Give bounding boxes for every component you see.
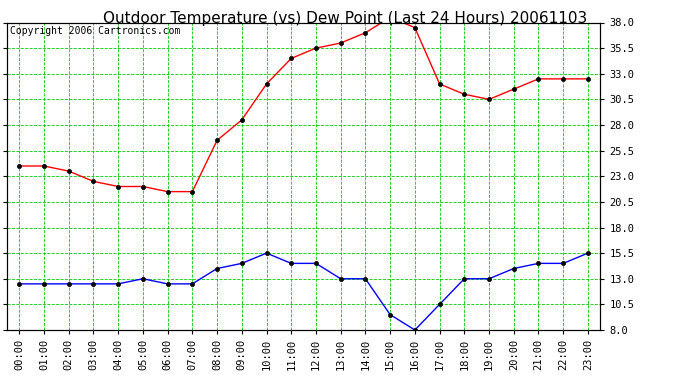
Text: Outdoor Temperature (vs) Dew Point (Last 24 Hours) 20061103: Outdoor Temperature (vs) Dew Point (Last…	[103, 11, 587, 26]
Text: Copyright 2006 Cartronics.com: Copyright 2006 Cartronics.com	[10, 26, 180, 36]
